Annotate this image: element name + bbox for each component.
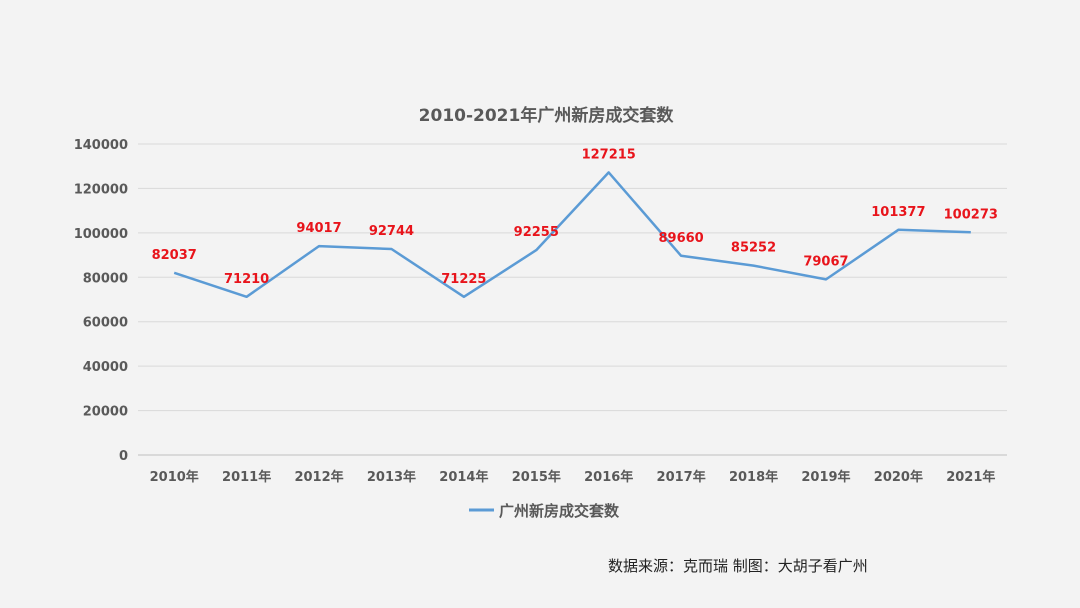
data-label: 71225 — [441, 272, 486, 287]
chart-title: 2010-2021年广州新房成交套数 — [419, 105, 675, 126]
y-tick-label: 120000 — [74, 182, 128, 197]
data-label: 101377 — [871, 205, 925, 220]
x-tick-label: 2020年 — [874, 469, 923, 485]
x-tick-label: 2013年 — [367, 469, 416, 485]
series-layer — [173, 171, 971, 299]
data-label: 79067 — [803, 254, 848, 269]
x-tick-label: 2014年 — [439, 469, 488, 485]
source-note: 数据来源：克而瑞 制图：大胡子看广州 — [608, 557, 868, 575]
legend-label: 广州新房成交套数 — [499, 502, 620, 520]
y-tick-label: 20000 — [83, 405, 128, 420]
y-tick-label: 100000 — [74, 227, 128, 242]
data-label: 94017 — [296, 221, 341, 236]
x-tick-label: 2010年 — [150, 469, 199, 485]
y-tick-label: 80000 — [83, 271, 128, 286]
data-label: 82037 — [152, 248, 197, 263]
x-tick-label: 2018年 — [729, 469, 778, 485]
legend: 广州新房成交套数 — [469, 502, 620, 520]
gridlines — [138, 143, 1007, 456]
y-tick-label: 140000 — [74, 138, 128, 153]
data-label: 92744 — [369, 224, 414, 239]
data-label: 71210 — [224, 272, 269, 287]
y-tick-label: 60000 — [83, 316, 128, 331]
x-tick-label: 2012年 — [294, 469, 343, 485]
x-tick-label: 2016年 — [584, 469, 633, 485]
x-tick-label: 2019年 — [801, 469, 850, 485]
x-tick-label: 2017年 — [657, 469, 706, 485]
y-tick-label: 40000 — [83, 360, 128, 375]
data-label: 100273 — [944, 207, 998, 222]
data-label: 85252 — [731, 241, 776, 256]
data-label: 127215 — [582, 147, 636, 162]
y-axis: 0 20000 40000 60000 80000 100000 120000 140000 — [74, 138, 128, 464]
x-tick-label: 2021年 — [946, 469, 995, 485]
x-tick-label: 2015年 — [512, 469, 561, 485]
x-tick-label: 2011年 — [222, 469, 271, 485]
data-label: 89660 — [659, 231, 704, 246]
series-line — [173, 171, 971, 299]
data-labels: 82037 71210 94017 92744 71225 92255 127215 8966… — [152, 147, 998, 286]
data-label: 92255 — [514, 225, 559, 240]
y-tick-label: 0 — [119, 449, 128, 464]
x-axis: 2010年 2011年 2012年 2013年 2014年 2015年 2016年 2017年… — [150, 469, 996, 485]
